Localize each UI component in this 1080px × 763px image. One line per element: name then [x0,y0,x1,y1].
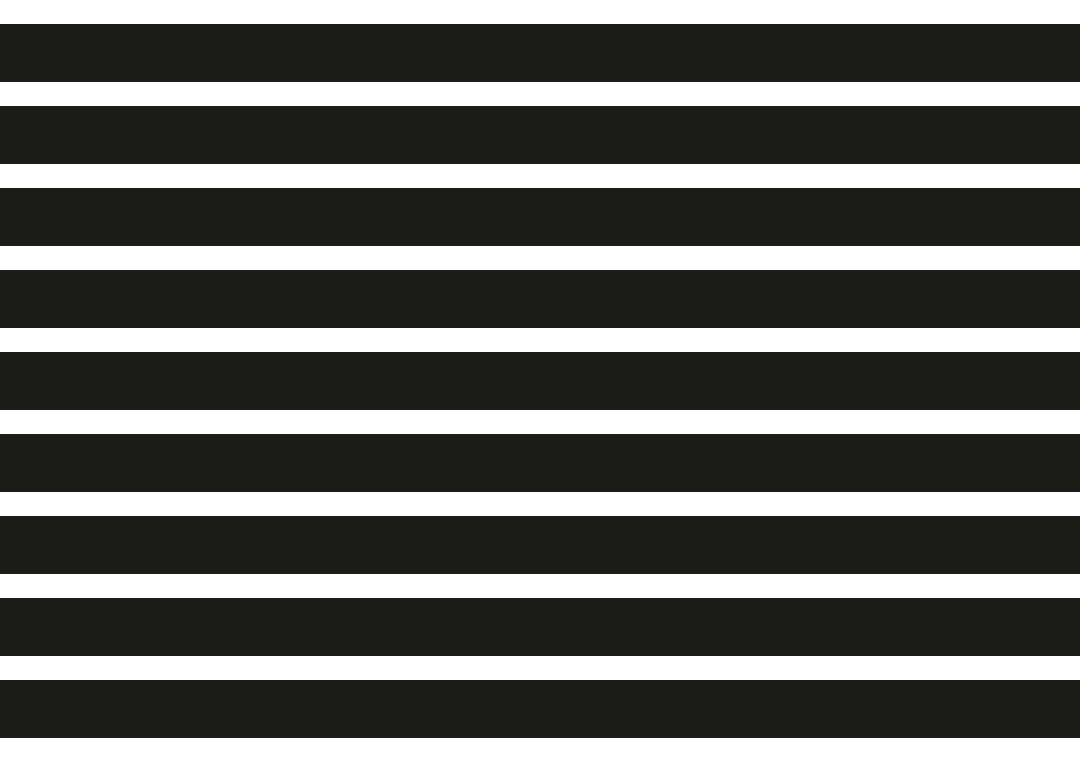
stripe [0,434,1080,492]
stripe [0,270,1080,328]
stripe [0,598,1080,656]
stripe [0,188,1080,246]
stripe [0,24,1080,82]
stripe [0,516,1080,574]
stripe [0,352,1080,410]
stripe [0,106,1080,164]
stripe [0,680,1080,738]
